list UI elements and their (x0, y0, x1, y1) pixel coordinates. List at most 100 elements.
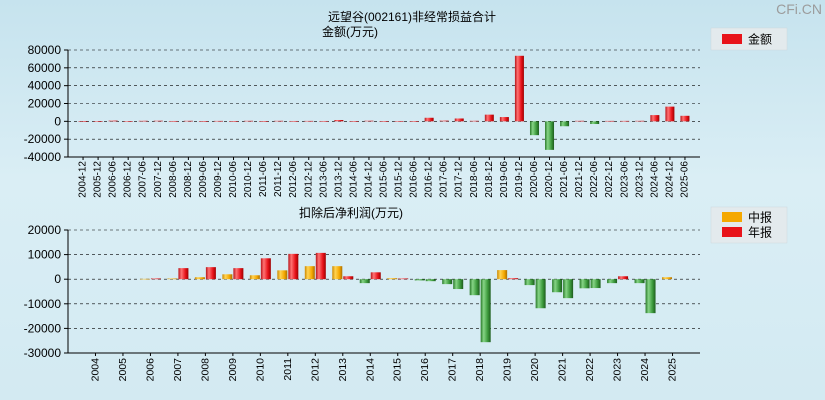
interim-bar-2008 (194, 277, 205, 280)
amount-bar-2022-12 (605, 120, 615, 122)
chart-2-plot: 20000 10000 0 -10000 -20000 -30000 2004 2005 200… (24, 223, 700, 381)
interim-bar-2011 (277, 270, 288, 280)
amount-bar-2014-12 (364, 120, 374, 122)
annual-bar-2022 (590, 279, 601, 289)
x-tick-label-2023-12: 2023-12 (634, 161, 645, 198)
x-tick-label-2010: 2010 (254, 358, 266, 382)
x-tick-label-2023-06: 2023-06 (619, 161, 630, 198)
x-tick-label-2014: 2014 (364, 358, 376, 382)
amount-bar-2006-06 (108, 120, 118, 122)
annual-bar-2021 (563, 279, 574, 299)
x-tick-label-2017-06: 2017-06 (439, 161, 450, 198)
x-tick-label-2017-12: 2017-12 (454, 161, 465, 198)
annual-bar-2020 (535, 279, 546, 309)
x-tick-label-2020-12: 2020-12 (544, 161, 555, 198)
y-tick-label-0: 80000 (28, 43, 62, 57)
legend-box (710, 27, 788, 51)
amount-bar-2008-06 (168, 120, 178, 122)
amount-bar-2016-12 (424, 117, 434, 122)
x-tick-label-2019-12: 2019-12 (514, 161, 525, 198)
amount-bar-2023-06 (620, 120, 630, 122)
chart-1-legend: 金额 (710, 27, 788, 51)
amount-bar-2020-06 (529, 121, 539, 136)
x-tick-label-2021: 2021 (557, 358, 569, 382)
x-tick-label-2006-06: 2006-06 (108, 161, 119, 198)
y-tick-label-0: 20000 (28, 223, 62, 237)
x-tick-label-2021-12: 2021-12 (574, 161, 585, 198)
x-tick-label-2006: 2006 (144, 358, 156, 382)
annual-bar-2010 (260, 258, 271, 280)
figure-title: 远望谷(002161)非经常损益合计 (328, 9, 496, 24)
amount-bar-2024-06 (650, 115, 660, 122)
x-tick-label-2012-12: 2012-12 (303, 161, 314, 198)
interim-bar-2016 (414, 279, 425, 281)
amount-bar-2007-06 (138, 120, 148, 122)
amount-bar-2023-12 (635, 120, 645, 122)
y-tick-label-3: 20000 (28, 97, 62, 111)
y-tick-label-6: -40000 (24, 150, 62, 164)
amount-bar-2005-12 (93, 121, 103, 122)
amount-bar-2012-06 (289, 120, 299, 122)
x-tick-label-2016: 2016 (419, 358, 431, 382)
amount-bar-2010-12 (244, 120, 254, 122)
x-tick-label-2008-06: 2008-06 (168, 161, 179, 198)
x-tick-label-2022-12: 2022-12 (604, 161, 615, 198)
x-tick-label-2012: 2012 (309, 358, 321, 382)
x-tick-label-2018: 2018 (474, 358, 486, 382)
interim-bar-2012 (304, 266, 315, 280)
legend-label-amount: 金额 (748, 32, 772, 47)
annual-bar-2012 (315, 252, 326, 280)
x-tick-label-2018-06: 2018-06 (469, 161, 480, 198)
amount-bar-2019-06 (499, 117, 509, 122)
x-tick-label-2023: 2023 (612, 358, 624, 382)
amount-bar-2018-06 (469, 120, 479, 122)
amount-bar-2006-12 (123, 121, 133, 122)
amount-bar-2015-06 (379, 121, 389, 122)
interim-bar-2014 (359, 279, 370, 284)
x-tick-label-2017: 2017 (447, 358, 459, 382)
x-tick-label-2024: 2024 (639, 358, 651, 382)
interim-bar-2023 (607, 279, 618, 284)
legend-swatch-interim (722, 212, 742, 222)
interim-bar-2021 (552, 279, 563, 293)
annual-bar-2019 (508, 278, 519, 280)
x-tick-label-2014-12: 2014-12 (363, 161, 374, 198)
x-tick-label-2015: 2015 (392, 358, 404, 382)
chart-1-plot: 80000 60000 40000 20000 0 -20000 -40000 2004-12… (24, 43, 700, 198)
x-tick-label-2022-06: 2022-06 (589, 161, 600, 198)
x-tick-label-2006-12: 2006-12 (123, 161, 134, 198)
annual-bar-2007 (178, 268, 189, 280)
legend-label-annual: 年报 (748, 225, 772, 240)
interim-bar-2025 (662, 277, 673, 280)
x-tick-label-2005: 2005 (117, 358, 129, 382)
amount-bar-2011-06 (259, 121, 269, 122)
x-tick-label-2022: 2022 (584, 358, 596, 382)
x-tick-label-2020: 2020 (529, 358, 541, 382)
x-tick-label-2014-06: 2014-06 (348, 161, 359, 198)
amount-bar-2017-06 (439, 120, 449, 122)
x-tick-label-2004-12: 2004-12 (78, 161, 89, 198)
interim-bar-2010 (249, 275, 260, 280)
watermark: CFi.CN (776, 1, 822, 17)
y-tick-label-4: -20000 (24, 321, 62, 335)
amount-bar-2021-06 (560, 121, 570, 127)
x-tick-label-2008: 2008 (199, 358, 211, 382)
x-tick-label-2009-12: 2009-12 (213, 161, 224, 198)
y-tick-label-5: -20000 (24, 132, 62, 146)
amount-bar-2024-12 (665, 106, 675, 122)
x-tick-label-2013-12: 2013-12 (333, 161, 344, 198)
amount-bar-2020-12 (545, 121, 555, 150)
x-tick-label-2005-12: 2005-12 (93, 161, 104, 198)
interim-bar-2024 (634, 279, 645, 284)
x-tick-label-2015-12: 2015-12 (394, 161, 405, 198)
amount-bar-2004-12 (78, 121, 88, 122)
x-tick-label-2015-06: 2015-06 (379, 161, 390, 198)
x-tick-label-2013-06: 2013-06 (318, 161, 329, 198)
x-tick-label-2011: 2011 (282, 358, 294, 381)
interim-bar-2015 (387, 278, 398, 280)
annual-bar-2011 (288, 253, 299, 280)
x-tick-label-2016-12: 2016-12 (424, 161, 435, 198)
amount-bar-2021-12 (575, 120, 585, 122)
x-tick-label-2008-12: 2008-12 (183, 161, 194, 198)
